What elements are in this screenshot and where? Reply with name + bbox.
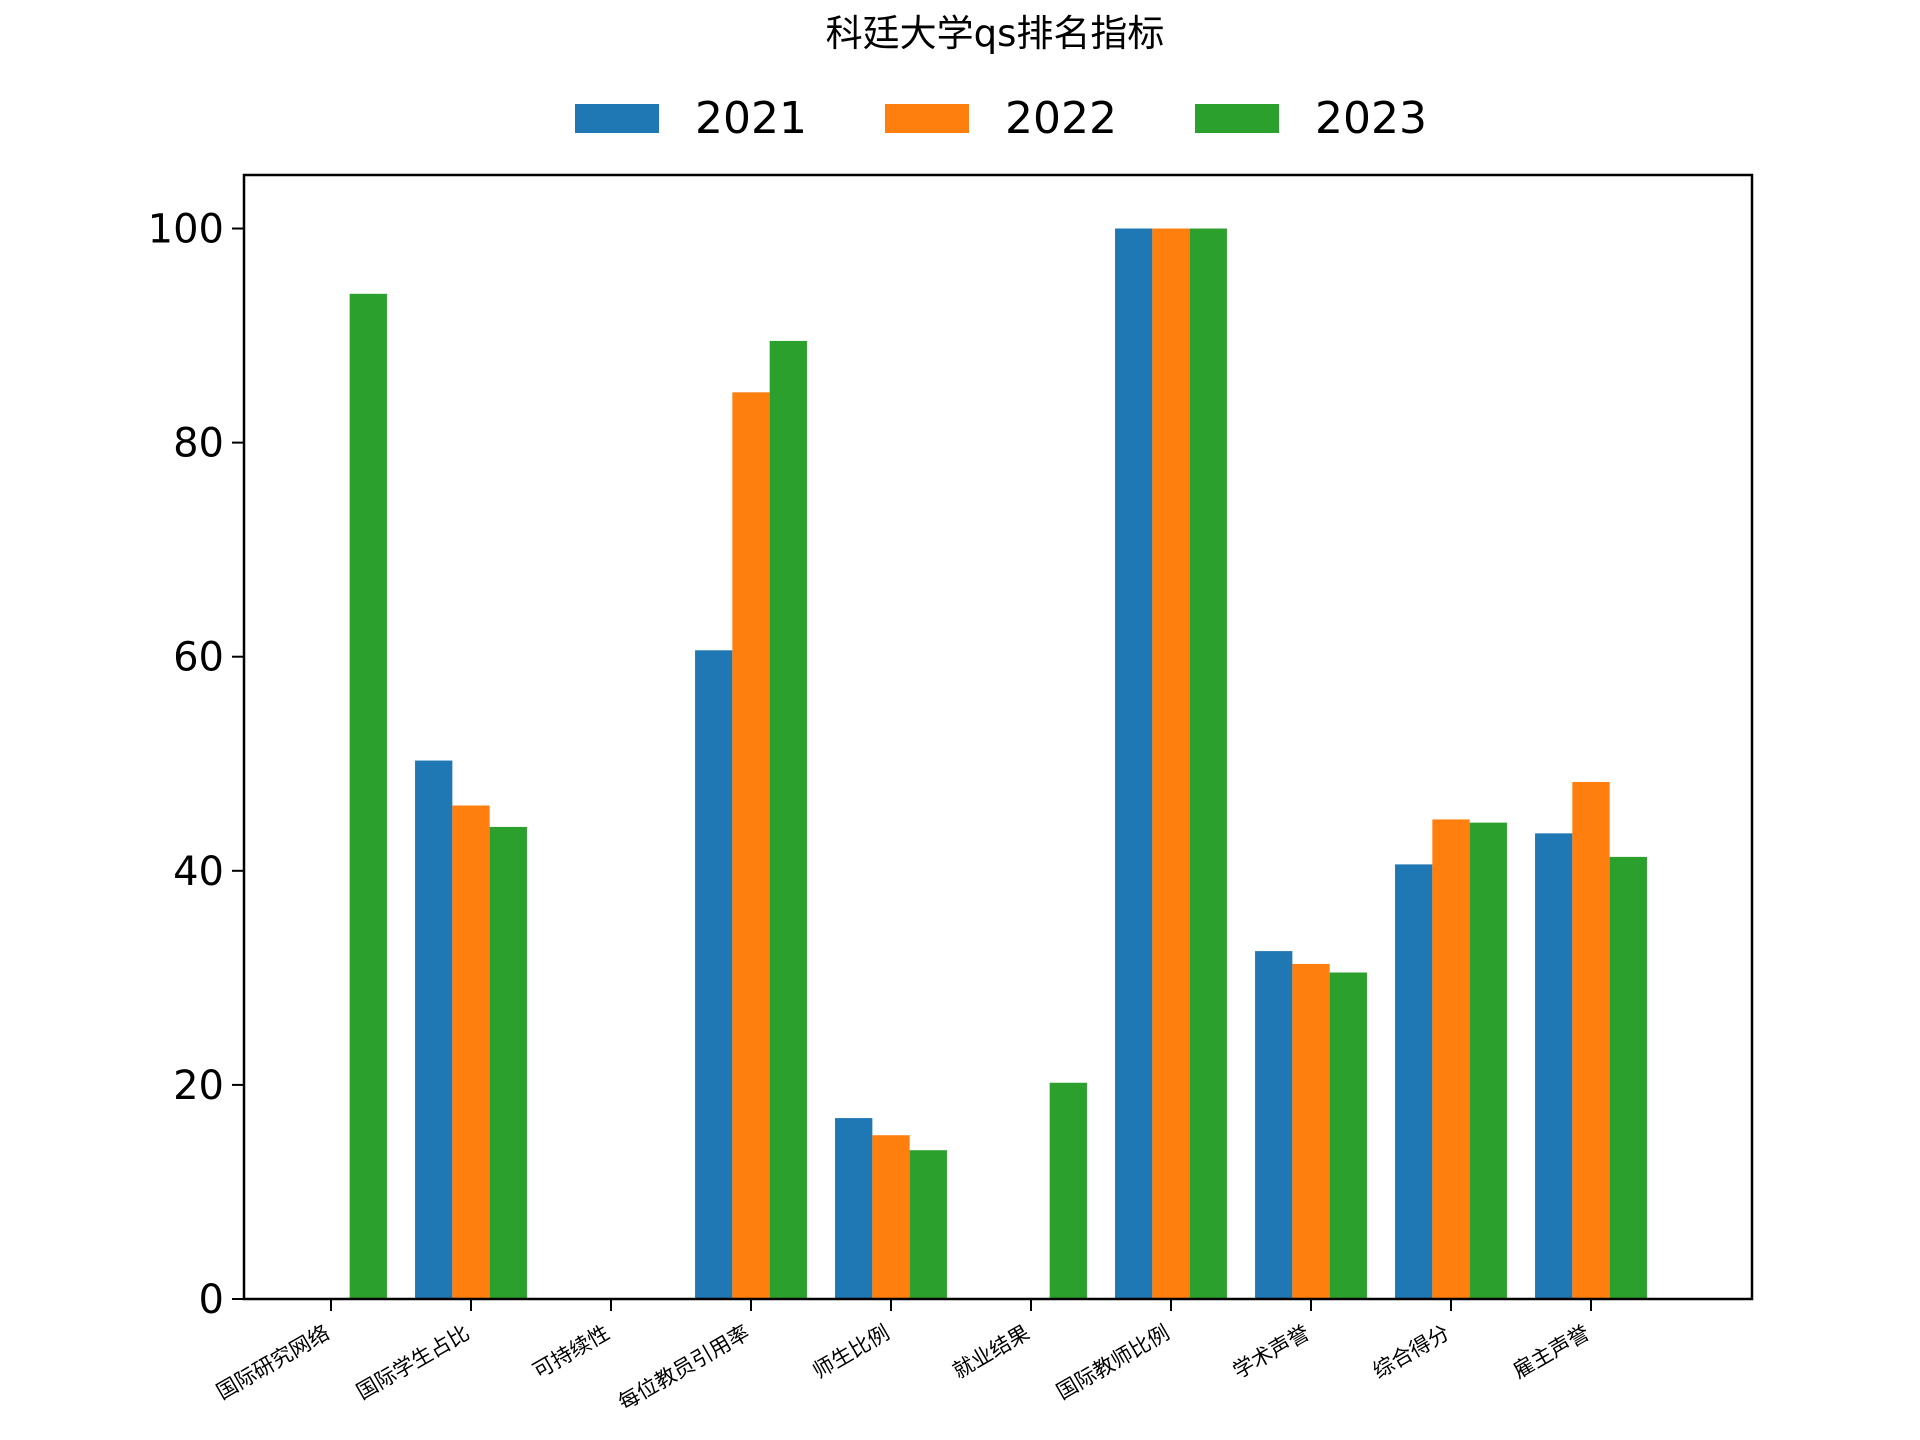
y-tick-label: 40: [173, 849, 224, 895]
legend-swatch-2021: [575, 104, 659, 133]
bar-2022-4: [872, 1135, 910, 1299]
y-tick-label: 20: [173, 1063, 224, 1109]
x-tick-label: 国际学生占比: [352, 1321, 473, 1405]
x-tick-label: 国际研究网络: [212, 1321, 333, 1405]
bar-2022-8: [1432, 819, 1470, 1299]
bar-2021-8: [1395, 864, 1433, 1299]
bar-2023-0: [349, 293, 387, 1299]
bar-2023-4: [909, 1150, 947, 1299]
bars-group: [349, 228, 1647, 1299]
x-tick-label: 师生比例: [809, 1321, 894, 1384]
bar-2021-6: [1115, 228, 1153, 1299]
legend-label-2021: 2021: [695, 93, 807, 144]
y-tick-label: 80: [173, 421, 224, 467]
y-tick-label: 60: [173, 635, 224, 681]
bar-2023-5: [1049, 1082, 1087, 1299]
bar-2023-6: [1189, 228, 1227, 1299]
y-axis: 0 20 40 60 80 100: [148, 207, 244, 1323]
bar-2023-8: [1469, 822, 1507, 1299]
x-tick-label: 综合得分: [1369, 1321, 1454, 1384]
bar-2023-7: [1329, 972, 1367, 1299]
bar-2023-1: [489, 826, 527, 1299]
legend-label-2022: 2022: [1005, 93, 1117, 144]
bar-2022-6: [1152, 228, 1190, 1299]
bar-2021-4: [835, 1118, 873, 1299]
bar-2021-3: [695, 650, 733, 1299]
legend-swatch-2023: [1195, 104, 1279, 133]
x-tick-label: 学术声誉: [1229, 1321, 1314, 1384]
bar-2022-9: [1572, 781, 1610, 1299]
legend-label-2023: 2023: [1315, 93, 1427, 144]
x-axis: 国际研究网络 国际学生占比 可持续性 每位教员引用率 师生比例 就业结果 国际教师比例 学术声…: [212, 1299, 1594, 1415]
bar-2021-9: [1535, 833, 1573, 1299]
x-tick-label: 国际教师比例: [1052, 1321, 1173, 1405]
plot-frame: [242, 173, 1754, 1301]
legend: 2021 2022 2023: [575, 93, 1427, 144]
bar-2022-3: [732, 392, 770, 1299]
x-tick-label: 就业结果: [949, 1321, 1034, 1384]
legend-swatch-2022: [885, 104, 969, 133]
y-tick-label: 0: [199, 1277, 224, 1323]
y-tick-label: 100: [148, 207, 224, 253]
x-tick-label: 每位教员引用率: [614, 1321, 753, 1415]
chart-title: 科廷大学qs排名指标: [826, 12, 1165, 55]
x-tick-label: 雇主声誉: [1509, 1321, 1594, 1384]
bar-2021-1: [415, 760, 453, 1299]
bar-2023-3: [769, 340, 807, 1299]
bar-2023-9: [1609, 856, 1647, 1299]
bar-2022-1: [452, 805, 490, 1299]
bar-2022-7: [1292, 963, 1330, 1299]
x-tick-label: 可持续性: [529, 1321, 614, 1384]
bar-2021-7: [1255, 951, 1293, 1299]
